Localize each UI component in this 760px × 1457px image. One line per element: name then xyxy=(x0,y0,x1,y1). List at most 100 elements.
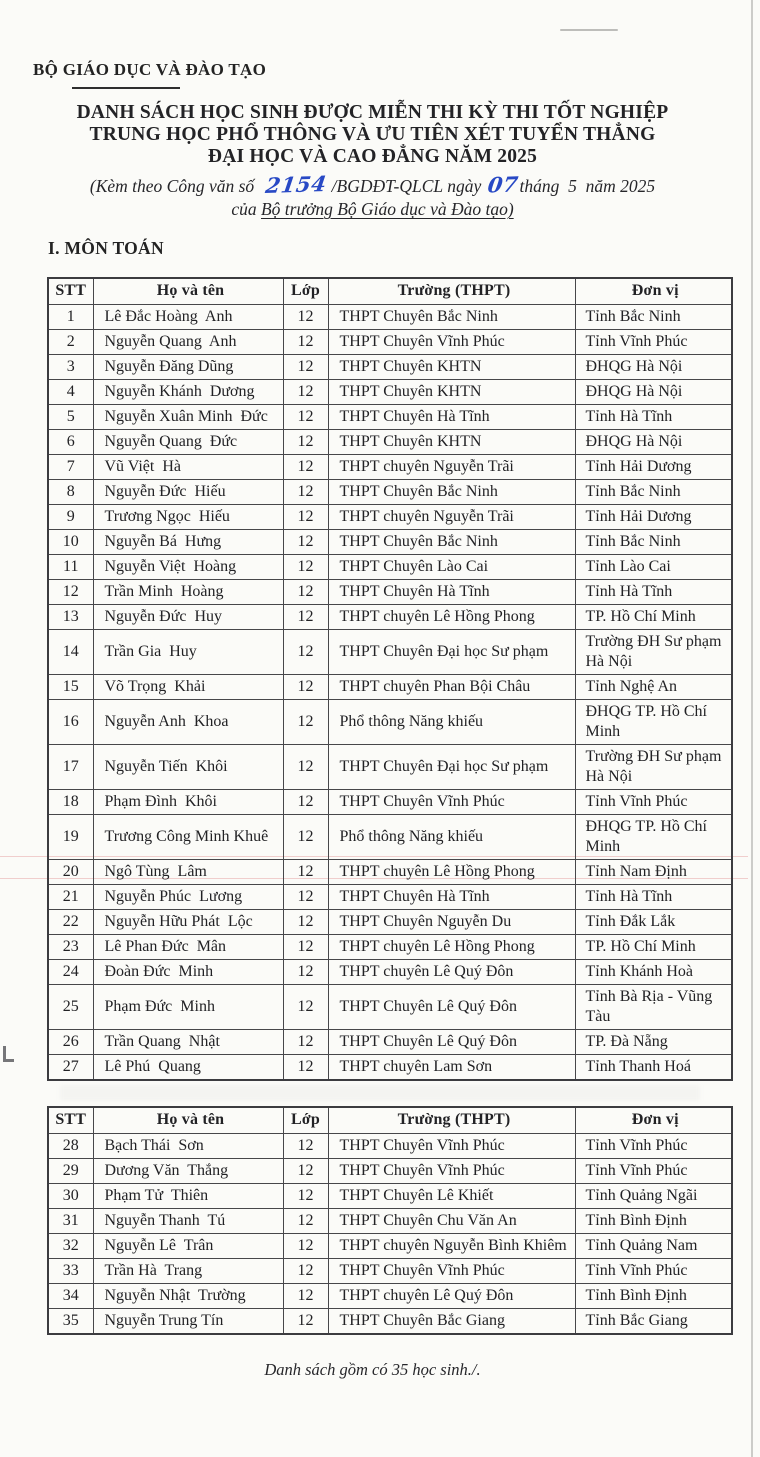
title-line-1: DANH SÁCH HỌC SINH ĐƯỢC MIỄN THI KỲ THI … xyxy=(76,102,669,123)
table-row: 24 Đoàn Đức Minh 12 THPT chuyên Lê Quý Đôn T… xyxy=(47,958,733,985)
table-row: 2 Nguyễn Quang Anh 12 THPT Chuyên Vĩnh Phúc… xyxy=(47,328,733,355)
cell-unit: Tỉnh Vĩnh Phúc xyxy=(574,1157,733,1184)
cell-stt: 17 xyxy=(47,743,94,790)
cell-unit: Tỉnh Bắc Giang xyxy=(574,1307,733,1334)
cell-name: Trương Công Minh Khuê xyxy=(92,813,284,860)
cell-unit: Tỉnh Bà Rịa - Vũng Tàu xyxy=(574,983,733,1030)
table-row: 8 Nguyễn Đức Hiếu 12 THPT Chuyên Bắc Ninh Tỉ… xyxy=(47,478,733,505)
cell-grade: 12 xyxy=(282,528,329,555)
cell-grade: 12 xyxy=(282,788,329,815)
cell-grade: 12 xyxy=(282,1207,329,1234)
cell-stt: 33 xyxy=(47,1257,94,1284)
cell-unit: Tỉnh Hải Dương xyxy=(574,503,733,530)
cell-stt: 11 xyxy=(47,553,94,580)
table-row: 6 Nguyễn Quang Đức 12 THPT Chuyên KHTN ĐHQG … xyxy=(47,428,733,455)
cell-name: Nguyễn Nhật Trường xyxy=(92,1282,284,1309)
cell-grade: 12 xyxy=(282,328,329,355)
cell-school: THPT Chuyên Bắc Ninh xyxy=(327,303,576,330)
cell-grade: 12 xyxy=(282,883,329,910)
students-table-page-1: STT Họ và tên Lớp Trường (THPT) Đơn vị 1 Lê Đ… xyxy=(47,277,733,1081)
table-header-row: STT Họ và tên Lớp Trường (THPT) Đơn vị xyxy=(47,277,733,305)
scan-bleed-through xyxy=(60,1085,700,1101)
reference-middle: /BGDĐT-QLCL ngày xyxy=(331,176,482,196)
table-row: 3 Nguyễn Đăng Dũng 12 THPT Chuyên KHTN ĐHQG … xyxy=(47,353,733,380)
table-row: 29 Dương Văn Thắng 12 THPT Chuyên Vĩnh Phúc… xyxy=(47,1157,733,1184)
cell-stt: 35 xyxy=(47,1307,94,1334)
table-row: 23 Lê Phan Đức Mân 12 THPT chuyên Lê Hồng P… xyxy=(47,933,733,960)
table-row: 5 Nguyễn Xuân Minh Đức 12 THPT Chuyên Hà Tĩ… xyxy=(47,403,733,430)
cell-school: THPT Chuyên Chu Văn An xyxy=(327,1207,576,1234)
cell-unit: ĐHQG Hà Nội xyxy=(574,378,733,405)
cell-stt: 24 xyxy=(47,958,94,985)
cell-stt: 21 xyxy=(47,883,94,910)
table-row: 13 Nguyễn Đức Huy 12 THPT chuyên Lê Hồng Ph… xyxy=(47,603,733,630)
cell-name: Nguyễn Việt Hoàng xyxy=(92,553,284,580)
cell-stt: 1 xyxy=(47,303,94,330)
column-header: Trường (THPT) xyxy=(327,1106,576,1134)
cell-unit: Tỉnh Vĩnh Phúc xyxy=(574,788,733,815)
handwritten-day: 07 xyxy=(486,171,521,198)
cell-stt: 29 xyxy=(47,1157,94,1184)
cell-unit: Tỉnh Vĩnh Phúc xyxy=(574,1257,733,1284)
table-row: 20 Ngô Tùng Lâm 12 THPT chuyên Lê Hồng Phon… xyxy=(47,858,733,885)
document-reference-line: (Kèm theo Công văn số 2154/BGDĐT-QLCL ngà… xyxy=(0,171,745,198)
scan-artifact-top-dash xyxy=(560,29,618,31)
cell-school: THPT Chuyên Đại học Sư phạm xyxy=(327,628,576,675)
cell-unit: Tỉnh Khánh Hoà xyxy=(574,958,733,985)
reference-prefix: (Kèm theo Công văn số xyxy=(89,176,255,196)
cell-grade: 12 xyxy=(282,1028,329,1055)
cell-stt: 12 xyxy=(47,578,94,605)
table-row: 9 Trương Ngọc Hiếu 12 THPT chuyên Nguyễn Tr… xyxy=(47,503,733,530)
cell-school: THPT Chuyên Vĩnh Phúc xyxy=(327,328,576,355)
cell-unit: Tỉnh Hà Tĩnh xyxy=(574,883,733,910)
cell-school: THPT chuyên Nguyễn Trãi xyxy=(327,503,576,530)
table-row: 4 Nguyễn Khánh Dương 12 THPT Chuyên KHTN ĐHQ… xyxy=(47,378,733,405)
table-row: 1 Lê Đắc Hoàng Anh 12 THPT Chuyên Bắc Ninh T… xyxy=(47,303,733,330)
title-line-2: TRUNG HỌC PHỔ THÔNG VÀ ƯU TIÊN XÉT TUYỂN… xyxy=(89,124,656,145)
cell-stt: 26 xyxy=(47,1028,94,1055)
cell-name: Trần Minh Hoàng xyxy=(92,578,284,605)
cell-name: Trương Ngọc Hiếu xyxy=(92,503,284,530)
cell-school: Phổ thông Năng khiếu xyxy=(327,813,576,860)
scan-edge-line xyxy=(751,0,753,1457)
cell-unit: TP. Đà Nẵng xyxy=(574,1028,733,1055)
cell-grade: 12 xyxy=(282,813,329,860)
cell-stt: 16 xyxy=(47,698,94,745)
signatory-underlined: Bộ trưởng Bộ Giáo dục và Đào tạo) xyxy=(260,199,514,219)
cell-grade: 12 xyxy=(282,698,329,745)
cell-name: Lê Phan Đức Mân xyxy=(92,933,284,960)
table-row: 14 Trần Gia Huy 12 THPT Chuyên Đại học Sư p… xyxy=(47,628,733,675)
cell-unit: Tỉnh Nghệ An xyxy=(574,673,733,700)
cell-school: THPT Chuyên Hà Tĩnh xyxy=(327,578,576,605)
cell-stt: 31 xyxy=(47,1207,94,1234)
table-row: 32 Nguyễn Lê Trân 12 THPT chuyên Nguyễn Bìn… xyxy=(47,1232,733,1259)
column-header: Họ và tên xyxy=(92,277,284,305)
cell-unit: ĐHQG Hà Nội xyxy=(574,428,733,455)
cell-stt: 9 xyxy=(47,503,94,530)
cell-name: Phạm Đình Khôi xyxy=(92,788,284,815)
cell-school: THPT Chuyên KHTN xyxy=(327,353,576,380)
cell-grade: 12 xyxy=(282,503,329,530)
cell-name: Nguyễn Quang Anh xyxy=(92,328,284,355)
cell-school: THPT Chuyên KHTN xyxy=(327,378,576,405)
cell-school: THPT Chuyên Vĩnh Phúc xyxy=(327,1157,576,1184)
cell-school: THPT Chuyên Bắc Giang xyxy=(327,1307,576,1334)
cell-school: THPT chuyên Lam Sơn xyxy=(327,1053,576,1080)
column-header: Trường (THPT) xyxy=(327,277,576,305)
cell-name: Phạm Tử Thiên xyxy=(92,1182,284,1209)
table-header-row: STT Họ và tên Lớp Trường (THPT) Đơn vị xyxy=(47,1106,733,1134)
cell-name: Nguyễn Bá Hưng xyxy=(92,528,284,555)
cell-grade: 12 xyxy=(282,983,329,1030)
cell-name: Trần Quang Nhật xyxy=(92,1028,284,1055)
cell-school: THPT chuyên Phan Bội Châu xyxy=(327,673,576,700)
cell-school: THPT Chuyên Hà Tĩnh xyxy=(327,403,576,430)
cell-school: THPT chuyên Nguyễn Bình Khiêm xyxy=(327,1232,576,1259)
cell-name: Võ Trọng Khải xyxy=(92,673,284,700)
table-row: 11 Nguyễn Việt Hoàng 12 THPT Chuyên Lào Cai… xyxy=(47,553,733,580)
column-header: Lớp xyxy=(282,277,329,305)
cell-name: Nguyễn Đức Huy xyxy=(92,603,284,630)
table-row: 10 Nguyễn Bá Hưng 12 THPT Chuyên Bắc Ninh Tỉ… xyxy=(47,528,733,555)
cell-stt: 7 xyxy=(47,453,94,480)
cell-name: Nguyễn Khánh Dương xyxy=(92,378,284,405)
cell-unit: Tỉnh Quảng Ngãi xyxy=(574,1182,733,1209)
